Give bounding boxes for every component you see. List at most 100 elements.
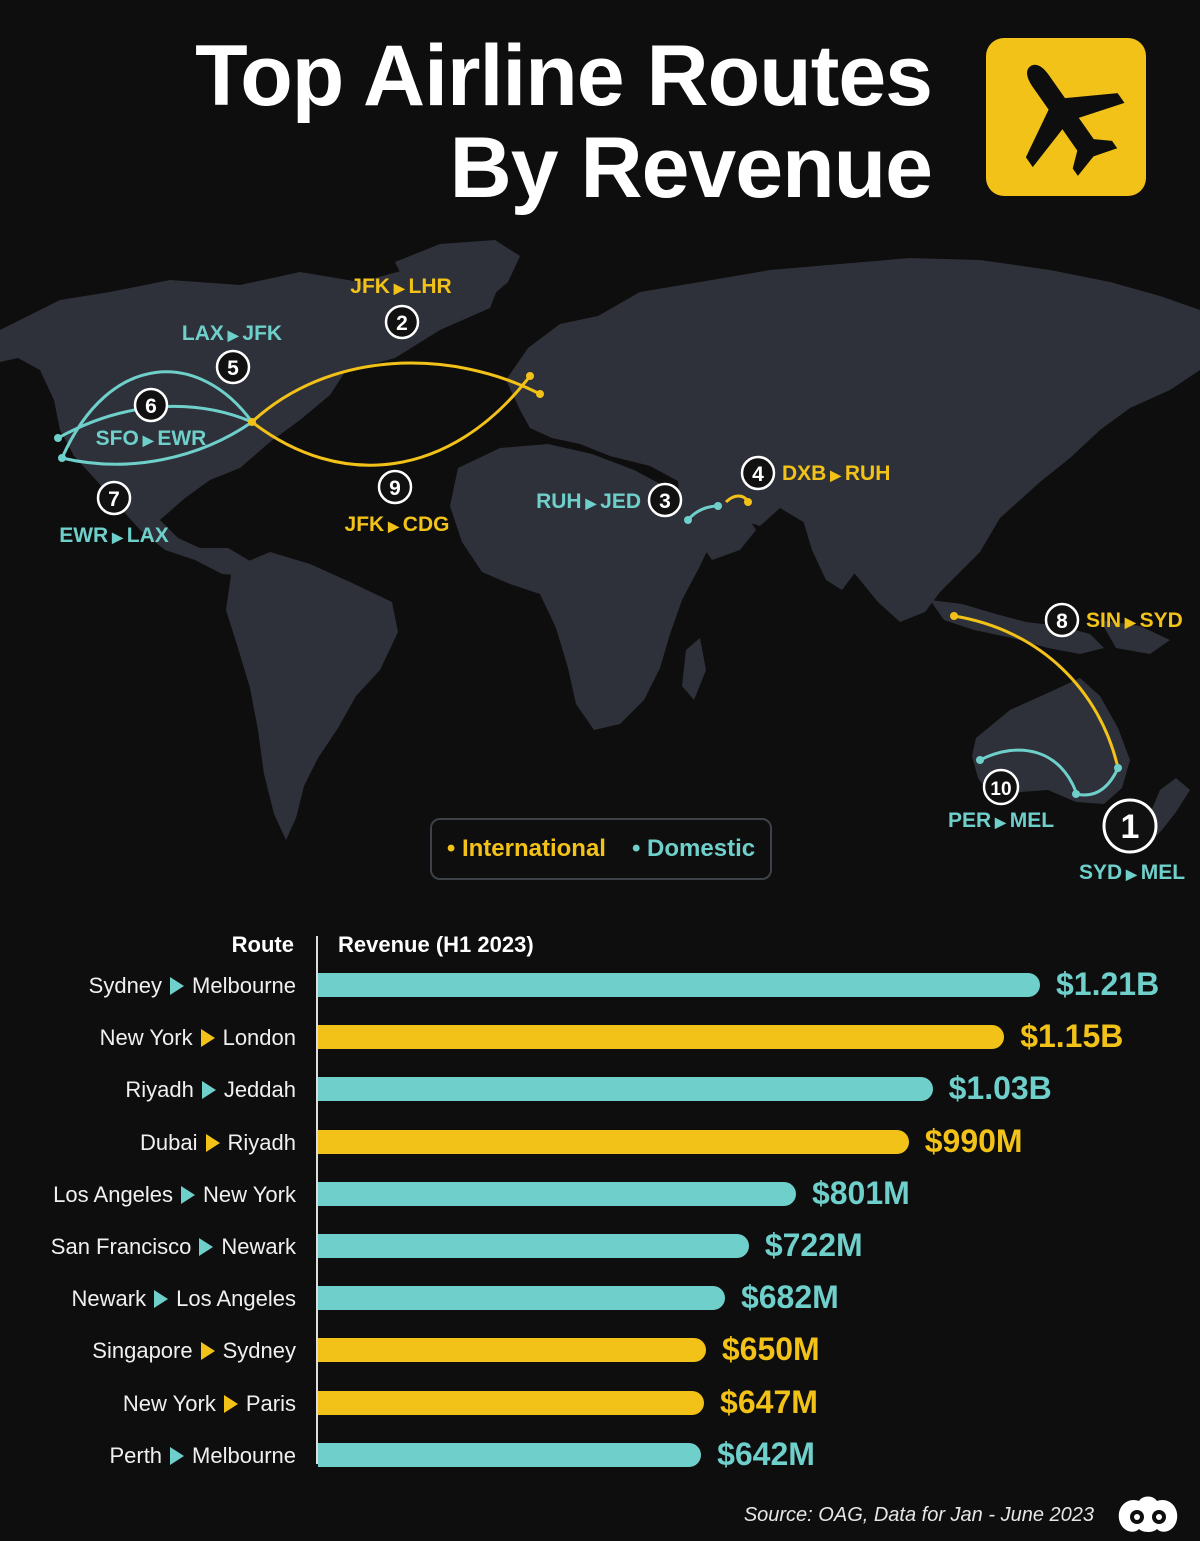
route-label-10: PER ▶ MEL bbox=[948, 809, 1054, 832]
bar-value-label: $1.21B bbox=[1056, 966, 1160, 1002]
bar-row: Newark Los Angeles $682M bbox=[0, 1279, 1200, 1337]
arrow-right-icon bbox=[205, 1133, 220, 1152]
route-label-6: SFO ▶ EWR bbox=[96, 427, 207, 450]
bar-value-label: $990M bbox=[924, 1122, 1023, 1159]
bar bbox=[318, 1129, 909, 1154]
world-map: 1 2 3 4 5 6 7 8 9 10 SYD ▶ MEL JFK ▶ LHR… bbox=[0, 240, 1200, 884]
svg-text:10: 10 bbox=[990, 779, 1011, 800]
route-origin: New York bbox=[99, 1025, 193, 1051]
arrow-right-icon bbox=[200, 1342, 215, 1361]
route-label-4: DXB ▶ RUH bbox=[782, 462, 890, 485]
rank-badge-9: 9 bbox=[377, 469, 413, 505]
bar-value-label: $801M bbox=[811, 1174, 910, 1211]
arrow-right-icon bbox=[223, 1394, 238, 1413]
route-origin: Los Angeles bbox=[53, 1181, 174, 1207]
route-label-3: RUH ▶ JED bbox=[536, 490, 641, 513]
route-origin: New York bbox=[122, 1390, 216, 1416]
arrow-right-icon bbox=[199, 1238, 214, 1256]
bar-value-label: $1.15B bbox=[1020, 1018, 1124, 1055]
svg-text:4: 4 bbox=[752, 463, 764, 486]
airplane-icon bbox=[986, 38, 1146, 196]
rank-badge-10: 10 bbox=[982, 768, 1020, 806]
route-label-9: JFK ▶ CDG bbox=[345, 513, 450, 536]
route-origin: Perth bbox=[109, 1442, 163, 1468]
route-destination: New York bbox=[203, 1181, 296, 1207]
bar-row: New York Paris $647M bbox=[0, 1384, 1200, 1442]
revenue-column-header: Revenue (H1 2023) bbox=[338, 932, 534, 957]
legend-international: • International bbox=[446, 835, 606, 862]
land-masses bbox=[0, 240, 1200, 842]
route-label-5: LAX ▶ JFK bbox=[182, 322, 282, 345]
bar bbox=[318, 1390, 705, 1415]
bar bbox=[318, 1338, 706, 1363]
route-label-8: SIN ▶ SYD bbox=[1086, 609, 1183, 632]
rank-badge-4: 4 bbox=[740, 455, 776, 491]
bar-row: San Francisco Newark $722M bbox=[0, 1227, 1200, 1285]
route-name: New York Paris bbox=[123, 1390, 296, 1418]
arrow-right-icon bbox=[170, 977, 185, 995]
rank-badge-5: 5 bbox=[215, 349, 251, 385]
route-arc-7 bbox=[61, 420, 253, 466]
title-line-1: Top Airline Routes bbox=[195, 28, 933, 124]
bar-row: Los Angeles New York $801M bbox=[0, 1175, 1200, 1233]
route-destination: Riyadh bbox=[227, 1129, 296, 1155]
route-destination: London bbox=[222, 1025, 296, 1051]
bar bbox=[318, 1077, 933, 1102]
source-note: Source: OAG, Data for Jan - June 2023 bbox=[743, 1504, 1094, 1526]
bar bbox=[318, 1181, 796, 1206]
arrow-right-icon bbox=[181, 1185, 196, 1204]
arrow-right-icon bbox=[200, 1029, 215, 1048]
route-arc-10 bbox=[979, 748, 1078, 793]
bar-row: Sydney Melbourne $1.21B bbox=[0, 966, 1200, 1024]
map-legend: • International • Domestic bbox=[430, 818, 772, 880]
route-name: Riyadh Jeddah bbox=[125, 1076, 296, 1104]
route-origin: San Francisco bbox=[50, 1234, 192, 1259]
svg-text:3: 3 bbox=[659, 490, 671, 513]
bar-value-label: $647M bbox=[720, 1383, 818, 1420]
route-destination: Melbourne bbox=[192, 1442, 296, 1468]
bar-row: New York London $1.15B bbox=[0, 1018, 1200, 1076]
rank-badge-7: 7 bbox=[96, 480, 132, 516]
title-line-2: By Revenue bbox=[449, 120, 933, 216]
svg-text:7: 7 bbox=[108, 488, 120, 511]
svg-text:6: 6 bbox=[145, 395, 157, 418]
route-arc-1 bbox=[1075, 767, 1120, 797]
route-destination: Los Angeles bbox=[176, 1286, 296, 1312]
rank-badges: 1 2 3 4 5 6 7 8 9 10 bbox=[96, 304, 1158, 854]
bar-value-label: $722M bbox=[764, 1227, 863, 1263]
svg-text:9: 9 bbox=[389, 477, 401, 500]
bar-row: Perth Melbourne $642M bbox=[0, 1436, 1200, 1494]
route-name: New York London bbox=[100, 1024, 296, 1052]
bar bbox=[318, 1234, 749, 1258]
bar bbox=[318, 1286, 725, 1311]
svg-text:1: 1 bbox=[1121, 808, 1140, 846]
bar bbox=[318, 1442, 702, 1467]
route-name: Singapore Sydney bbox=[92, 1337, 296, 1365]
bar-value-label: $642M bbox=[717, 1435, 815, 1472]
route-label-2: JFK ▶ LHR bbox=[350, 275, 451, 298]
route-label-1: SYD ▶ MEL bbox=[1079, 861, 1185, 884]
bar bbox=[318, 973, 1040, 997]
bar bbox=[318, 1025, 1005, 1050]
logo-icon bbox=[1118, 1496, 1178, 1532]
route-origin: Newark bbox=[71, 1286, 147, 1312]
route-destination: Jeddah bbox=[223, 1077, 296, 1103]
route-origin: Singapore bbox=[92, 1338, 193, 1364]
chart-axis-line bbox=[316, 936, 318, 1464]
route-arc-9 bbox=[251, 375, 532, 467]
route-column-header: Route bbox=[231, 932, 294, 957]
route-arc-2 bbox=[250, 361, 541, 424]
rank-badge-2: 2 bbox=[384, 304, 420, 340]
route-name: Newark Los Angeles bbox=[72, 1285, 296, 1313]
bar-value-label: $650M bbox=[721, 1331, 820, 1368]
route-name: Perth Melbourne bbox=[109, 1442, 296, 1470]
arrow-right-icon bbox=[170, 1446, 185, 1465]
page-title: Top Airline Routes By Revenue bbox=[195, 28, 933, 216]
route-destination: Paris bbox=[245, 1390, 296, 1416]
arrow-right-icon bbox=[201, 1081, 216, 1100]
route-arc-5 bbox=[60, 370, 254, 459]
bar-value-label: $1.03B bbox=[948, 1070, 1052, 1107]
route-destination: Melbourne bbox=[192, 973, 296, 998]
route-origin: Dubai bbox=[140, 1129, 198, 1155]
route-labels: SYD ▶ MEL JFK ▶ LHR RUH ▶ JED DXB ▶ RUH … bbox=[59, 275, 1185, 884]
